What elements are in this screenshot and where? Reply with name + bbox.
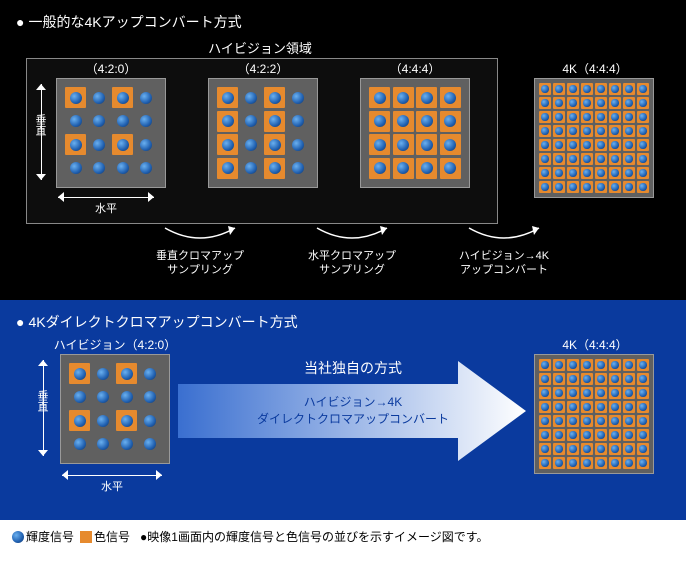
step-arrow-0: 垂直クロマアップサンプリング	[130, 226, 270, 278]
legend-chroma-icon	[80, 531, 92, 543]
legend-luma-label: 輝度信号	[26, 528, 74, 545]
grid-4k-top	[534, 78, 654, 198]
legend-luma-icon	[12, 531, 24, 543]
grid-hd-bottom	[60, 354, 170, 464]
axis-h-label-top: 水平	[58, 200, 154, 216]
axis-v-label-top: 垂直	[32, 114, 48, 136]
label-4k-bottom: 4K（4:4:4）	[530, 336, 660, 353]
big-arrow: 当社独自の方式 ハイビジョン→4Kダイレクトクロマアップコンバート	[178, 356, 528, 466]
grid-box-2	[360, 78, 470, 188]
panel-conventional: 一般的な4Kアップコンバート方式 ハイビジョン領域 （4:2:0） （4:2:2）…	[0, 0, 686, 300]
label-box-1: （4:2:2）	[198, 60, 328, 77]
grid-box-1	[208, 78, 318, 188]
label-box-0: （4:2:0）	[46, 60, 176, 77]
legend-chroma-label: 色信号	[94, 528, 130, 545]
grid-box-0	[56, 78, 166, 188]
legend-note: ●映像1画面内の輝度信号と色信号の並びを示すイメージ図です。	[140, 528, 489, 545]
legend: 輝度信号 色信号 ●映像1画面内の輝度信号と色信号の並びを示すイメージ図です。	[0, 520, 686, 553]
label-4k-top: 4K（4:4:4）	[530, 60, 660, 77]
step-arrow-2: ハイビジョン→4Kアップコンバート	[434, 226, 574, 278]
region-label: ハイビジョン領域	[50, 38, 470, 57]
title-direct: 4Kダイレクトクロマアップコンバート方式	[16, 312, 670, 332]
grid-4k-bottom	[534, 354, 654, 474]
label-box-2: （4:4:4）	[350, 60, 480, 77]
panel-direct: 4Kダイレクトクロマアップコンバート方式 ハイビジョン（4:2:0） 垂直 水平…	[0, 300, 686, 520]
arrow-subtitle: ハイビジョン→4Kダイレクトクロマアップコンバート	[178, 394, 528, 428]
axis-v-label-bottom: 垂直	[34, 390, 50, 412]
arrow-title: 当社独自の方式	[178, 358, 528, 378]
title-conventional: 一般的な4Kアップコンバート方式	[16, 12, 670, 32]
step-arrow-1: 水平クロマアップサンプリング	[282, 226, 422, 278]
label-hd-bottom: ハイビジョン（4:2:0）	[40, 336, 190, 353]
axis-h-label-bottom: 水平	[62, 478, 162, 494]
